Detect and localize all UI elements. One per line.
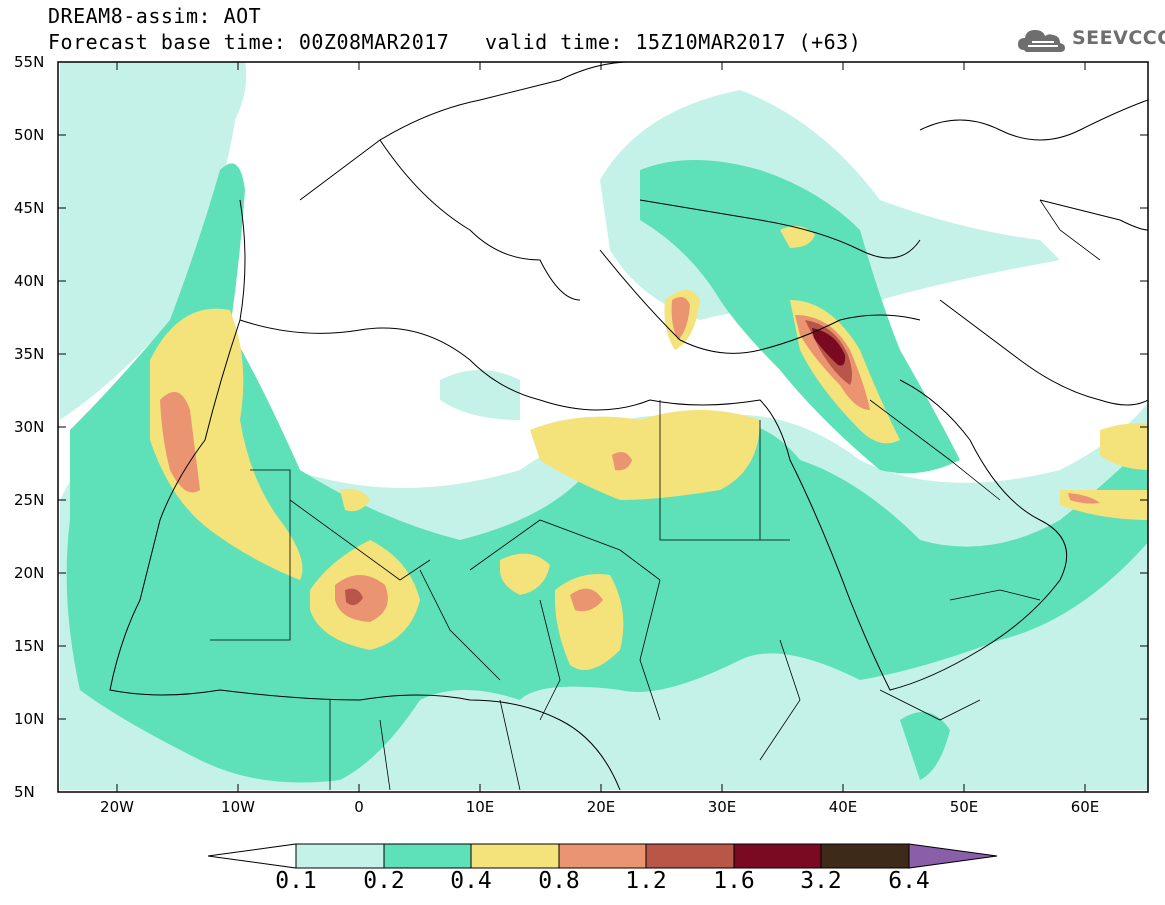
colorbar-swatch xyxy=(820,843,910,869)
lon-label: 20E xyxy=(586,798,616,816)
lat-label: 45N xyxy=(14,199,45,217)
lat-label: 30N xyxy=(14,418,45,436)
colorbar-swatch xyxy=(295,843,385,869)
colorbar-label: 1.2 xyxy=(625,868,667,894)
lat-label: 15N xyxy=(14,637,45,655)
colorbar-low-arrow xyxy=(207,843,297,869)
lat-label: 5N xyxy=(14,783,35,801)
colorbar-swatch xyxy=(383,843,472,869)
colorbar-label: 0.1 xyxy=(275,868,317,894)
valid-time: valid time: 15Z10MAR2017 (+63) xyxy=(485,30,862,54)
colorbar-label: 1.6 xyxy=(713,868,755,894)
lat-label: 35N xyxy=(14,345,45,363)
colorbar-swatch xyxy=(470,843,560,869)
colorbar-swatch xyxy=(558,843,647,869)
seevccc-logo: SEEVCCC xyxy=(1016,24,1165,54)
lon-label: 30E xyxy=(707,798,737,816)
country-borders xyxy=(210,199,1101,791)
colorbar-label: 3.2 xyxy=(800,868,842,894)
colorbar-label: 0.2 xyxy=(363,868,405,894)
colorbar-swatch xyxy=(733,843,822,869)
map-title: DREAM8-assim: AOT xyxy=(48,4,262,28)
colorbar-swatch xyxy=(645,843,735,869)
lon-label: 10W xyxy=(221,798,255,816)
coastlines xyxy=(109,62,1148,791)
colorbar-label: 0.8 xyxy=(538,868,580,894)
forecast-base-time: Forecast base time: 00Z08MAR2017 xyxy=(48,30,450,54)
lon-label: 0 xyxy=(354,798,364,816)
lon-label: 60E xyxy=(1070,798,1100,816)
lat-label: 25N xyxy=(14,491,45,509)
lon-label: 20W xyxy=(100,798,134,816)
lat-label: 40N xyxy=(14,272,45,290)
colorbar xyxy=(207,843,998,869)
colorbar-high-arrow xyxy=(908,843,998,869)
colorbar-label: 6.4 xyxy=(888,868,930,894)
axis-ticks xyxy=(58,61,1148,792)
lat-label: 10N xyxy=(14,710,45,728)
lat-label: 20N xyxy=(14,564,45,582)
colorbar-label: 0.4 xyxy=(450,868,492,894)
lat-label: 55N xyxy=(14,53,45,71)
lat-label: 50N xyxy=(14,126,45,144)
cloud-icon xyxy=(1018,30,1065,52)
aot-field xyxy=(58,62,1148,792)
lon-label: 50E xyxy=(949,798,979,816)
lon-label: 10E xyxy=(465,798,495,816)
lon-label: 40E xyxy=(828,798,858,816)
logo-text: SEEVCCC xyxy=(1072,27,1165,49)
